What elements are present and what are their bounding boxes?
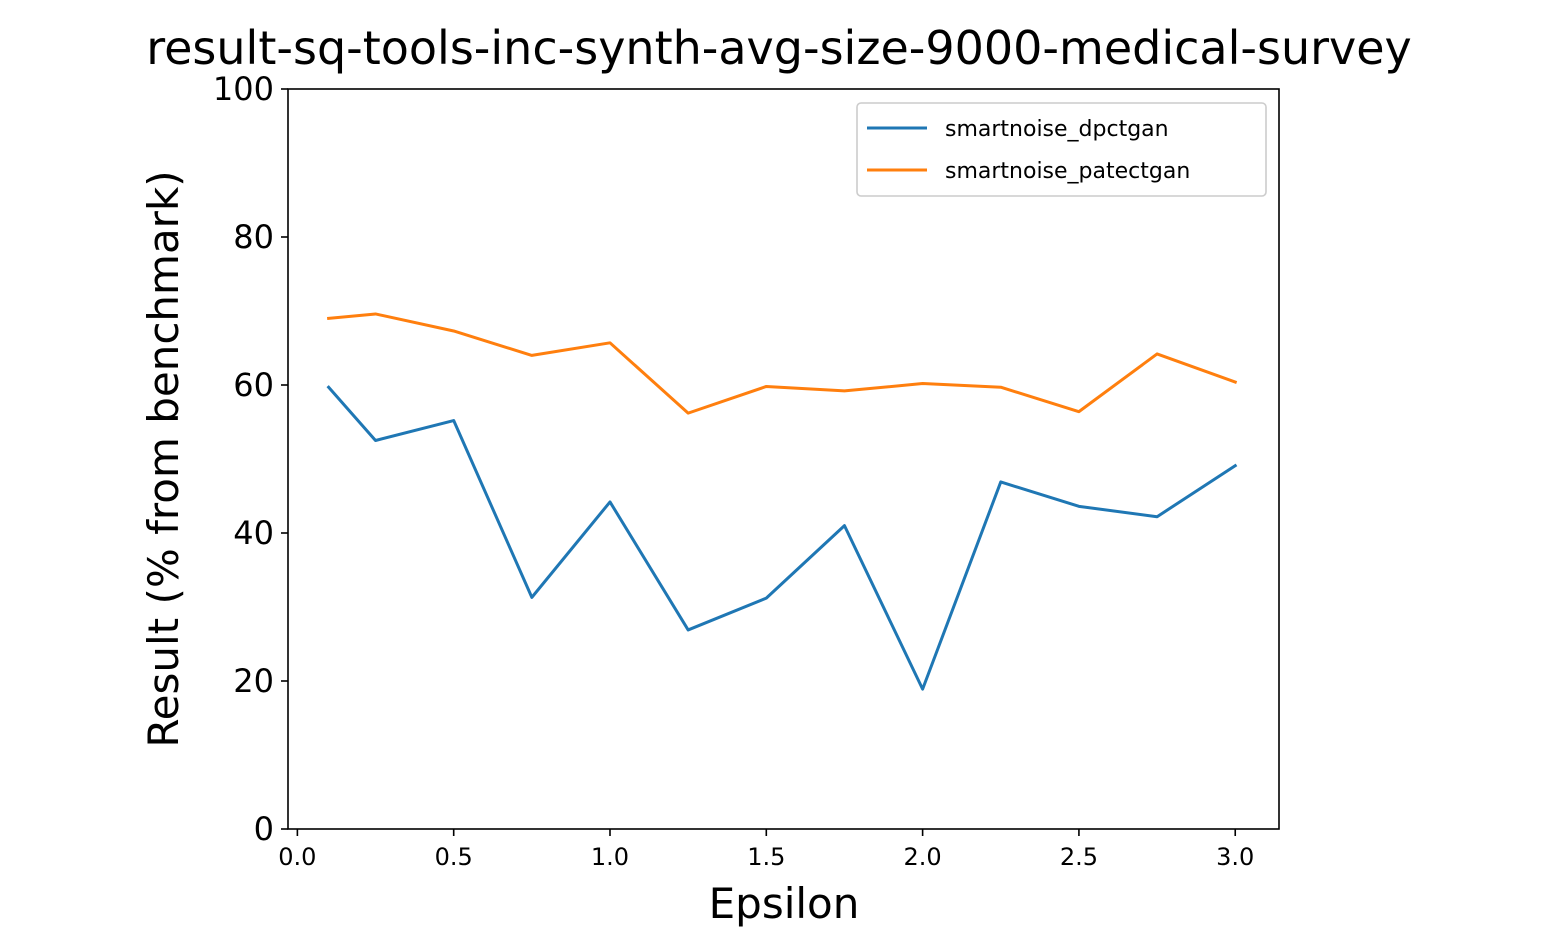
series-layer bbox=[326, 312, 1238, 691]
x-tick-label: 2.5 bbox=[1060, 843, 1098, 871]
legend-box bbox=[856, 102, 1267, 197]
y-axis: 0 20 40 60 80 100 bbox=[213, 70, 288, 848]
x-axis: 0.0 0.5 1.0 1.5 2.0 2.5 3.0 bbox=[278, 829, 1254, 871]
x-tick-label: 2.0 bbox=[904, 843, 942, 871]
x-tick-label: 1.0 bbox=[591, 843, 629, 871]
y-axis-label: Result (% from benchmark) bbox=[139, 170, 188, 747]
y-tick-label: 80 bbox=[233, 218, 274, 256]
x-axis-label: Epsilon bbox=[709, 879, 860, 928]
y-tick-label: 0 bbox=[254, 810, 274, 848]
x-tick-label: 1.5 bbox=[747, 843, 785, 871]
y-tick-label: 40 bbox=[233, 514, 274, 552]
x-tick-label: 0.5 bbox=[435, 843, 473, 871]
legend-label-smartnoise_dpctgan: smartnoise_dpctgan bbox=[945, 117, 1169, 142]
y-tick-label: 60 bbox=[233, 366, 274, 404]
plot-frame bbox=[287, 88, 1280, 830]
plot-area bbox=[287, 88, 1280, 830]
x-tick-label: 0.0 bbox=[278, 843, 316, 871]
y-tick-label: 20 bbox=[233, 662, 274, 700]
y-tick-label: 100 bbox=[213, 70, 274, 108]
legend: smartnoise_dpctgan smartnoise_patectgan bbox=[856, 102, 1267, 197]
chart-title: result-sq-tools-inc-synth-avg-size-9000-… bbox=[146, 21, 1412, 75]
series-line-smartnoise_patectgan bbox=[327, 312, 1238, 415]
legend-label-smartnoise_patectgan: smartnoise_patectgan bbox=[945, 159, 1190, 184]
x-tick-label: 3.0 bbox=[1216, 843, 1254, 871]
series-line-smartnoise_dpctgan bbox=[326, 385, 1238, 691]
